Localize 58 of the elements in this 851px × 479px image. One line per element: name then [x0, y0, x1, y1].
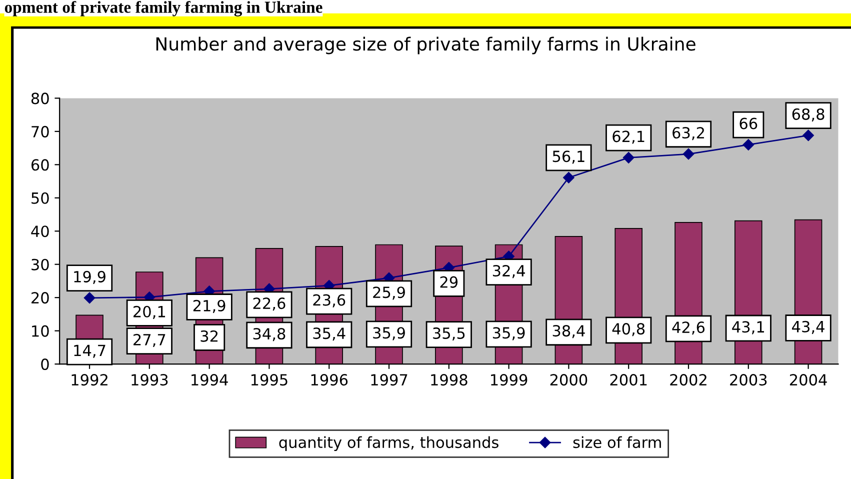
point [682, 148, 694, 160]
data-label: 68,8 [792, 108, 824, 122]
data-label: 23,6 [313, 294, 346, 308]
y-tick-label: 20 [32, 292, 49, 304]
x-tick-label: 1997 [371, 374, 408, 386]
data-label: 32,4 [492, 264, 525, 278]
x-tick-label: 2000 [550, 374, 588, 386]
point [742, 139, 754, 150]
data-label: 43,4 [792, 320, 824, 334]
x-tick-label: 1994 [192, 374, 228, 386]
chart-title: Number and average size of private family farms in Ukraine [156, 36, 696, 54]
y-tick-label: 80 [31, 92, 49, 104]
point [622, 152, 634, 164]
y-tick-label: 10 [32, 325, 49, 337]
point [563, 172, 574, 184]
x-tick-label: 2004 [790, 374, 827, 386]
data-label: 32 [200, 330, 218, 342]
data-label: 35,9 [373, 327, 405, 340]
data-label: 22,6 [253, 298, 286, 311]
y-tick-label: 70 [32, 126, 49, 138]
legend-label: quantity of farms, thousands [279, 436, 498, 452]
y-tick-label: 60 [31, 159, 49, 171]
point [84, 292, 96, 304]
data-label: 56,1 [552, 150, 584, 164]
data-label: 40,8 [612, 323, 645, 336]
data-label: 42,6 [672, 322, 705, 335]
x-tick-label: 1998 [431, 374, 468, 386]
data-label: 27,7 [134, 334, 166, 348]
data-label: 62,1 [612, 130, 644, 144]
data-label: 43,1 [732, 321, 764, 334]
x-tick-label: 1996 [311, 374, 348, 386]
data-label: 35,4 [313, 328, 346, 341]
x-tick-label: 2003 [730, 374, 767, 386]
text: opment of private family farming in Ukraine [4, 0, 322, 16]
x-tick-label: 1999 [491, 374, 528, 386]
data-label: 63,2 [672, 127, 704, 140]
x-tick-label: 1992 [72, 374, 108, 386]
legend-label: size of farm [573, 436, 661, 448]
x-tick-label: 2001 [610, 374, 647, 386]
data-label: 35,9 [492, 327, 525, 340]
y-tick-label: 50 [32, 192, 49, 204]
data-label: 21,9 [193, 300, 226, 313]
y-tick-label: 40 [31, 226, 49, 238]
y-tick-label: 0 [41, 358, 49, 370]
data-label: 38,4 [552, 325, 585, 338]
y-tick-label: 30 [32, 258, 49, 270]
x-tick-label: 2002 [670, 374, 706, 386]
data-label: 29 [440, 276, 458, 288]
data-label: 19,9 [74, 270, 106, 284]
data-label: 14,7 [74, 344, 106, 358]
data-label: 20,1 [134, 306, 166, 319]
x-tick-label: 1993 [132, 374, 168, 386]
data-label: 25,9 [373, 286, 405, 300]
data-label: 34,8 [253, 328, 286, 342]
x-tick-label: 1995 [251, 374, 288, 386]
point [802, 130, 814, 142]
data-label: 66 [740, 118, 758, 130]
data-label: 35,5 [433, 327, 465, 341]
